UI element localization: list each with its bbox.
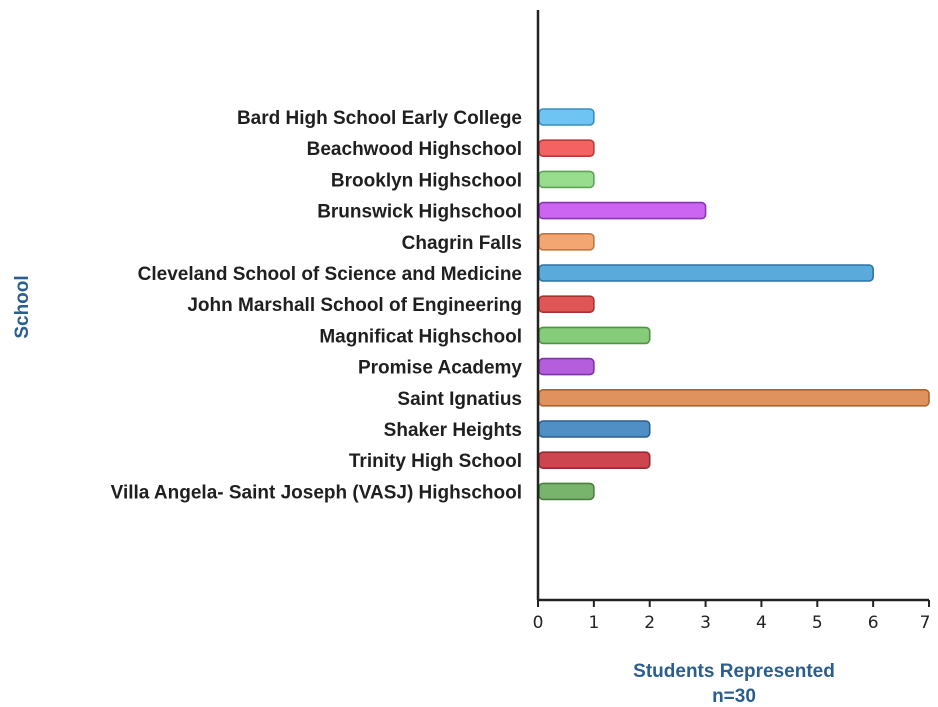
category-label: Cleveland School of Science and Medicine: [138, 264, 522, 285]
bar: [538, 139, 595, 157]
x-tick-label: 5: [812, 613, 823, 633]
category-label: Shaker Heights: [384, 420, 522, 441]
bar: [538, 201, 707, 220]
x-tick-label: 7: [920, 613, 931, 633]
y-axis-title: School: [12, 275, 33, 338]
bars-group: [538, 108, 930, 501]
category-label: Saint Ignatius: [397, 389, 522, 410]
x-tick-label: 3: [700, 613, 711, 633]
category-labels: Bard High School Early College Beachwood …: [111, 108, 523, 503]
x-tick-label: 0: [533, 613, 544, 633]
x-axis-note: n=30: [712, 686, 756, 707]
category-label: Brooklyn Highschool: [331, 170, 522, 191]
x-tick-label: 6: [868, 613, 879, 633]
bar: [538, 233, 595, 251]
x-tick-label: 2: [644, 613, 655, 633]
bar: [538, 482, 595, 501]
x-tick-label: 4: [756, 613, 767, 633]
bar: [538, 451, 651, 470]
category-label: Magnificat Highschool: [319, 326, 522, 347]
category-label: Brunswick Highschool: [317, 202, 522, 223]
category-label: John Marshall School of Engineering: [187, 295, 522, 316]
x-axis-title: Students Represented: [633, 661, 835, 682]
category-label: Chagrin Falls: [402, 233, 522, 254]
category-label: Promise Academy: [358, 358, 522, 379]
bar: [538, 108, 595, 126]
bar: [538, 295, 595, 314]
category-label: Beachwood Highschool: [307, 139, 522, 160]
category-label: Bard High School Early College: [237, 108, 522, 129]
bar: [538, 264, 874, 282]
bar: [538, 357, 595, 376]
x-axis-ticks: 0 1 2 3 4 5 6 7: [533, 600, 931, 633]
bar: [538, 170, 595, 189]
category-label: Trinity High School: [349, 451, 522, 472]
bar: [538, 420, 651, 438]
bar: [538, 326, 651, 345]
bar: [538, 388, 930, 407]
category-label: Villa Angela- Saint Joseph (VASJ) Highsc…: [111, 482, 522, 503]
x-tick-label: 1: [588, 613, 599, 633]
